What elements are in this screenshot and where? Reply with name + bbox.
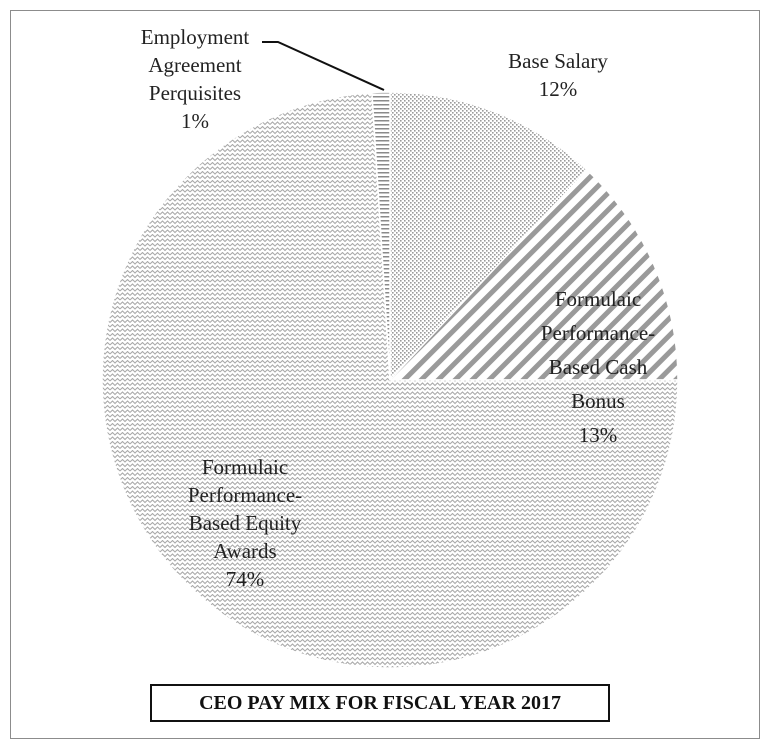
pie-slice-1 xyxy=(389,91,589,382)
pie-slice-3 xyxy=(101,91,679,669)
slice-label-3: Formulaic Performance-Based Equity Awards 7… xyxy=(188,455,302,591)
slice-label-4: Employment Agreement Perquisites 1% xyxy=(141,25,250,133)
leader-line-perquisites xyxy=(262,41,385,91)
pie-slice-4 xyxy=(371,91,391,381)
slice-label-1: Base Salary 12% xyxy=(508,49,608,101)
pie-slice-2 xyxy=(388,168,679,381)
chart-title: CEO PAY MIX FOR FISCAL YEAR 2017 xyxy=(150,684,610,722)
slice-label-2: Formulaic Performance-Based Cash Bonus 13% xyxy=(541,287,655,447)
